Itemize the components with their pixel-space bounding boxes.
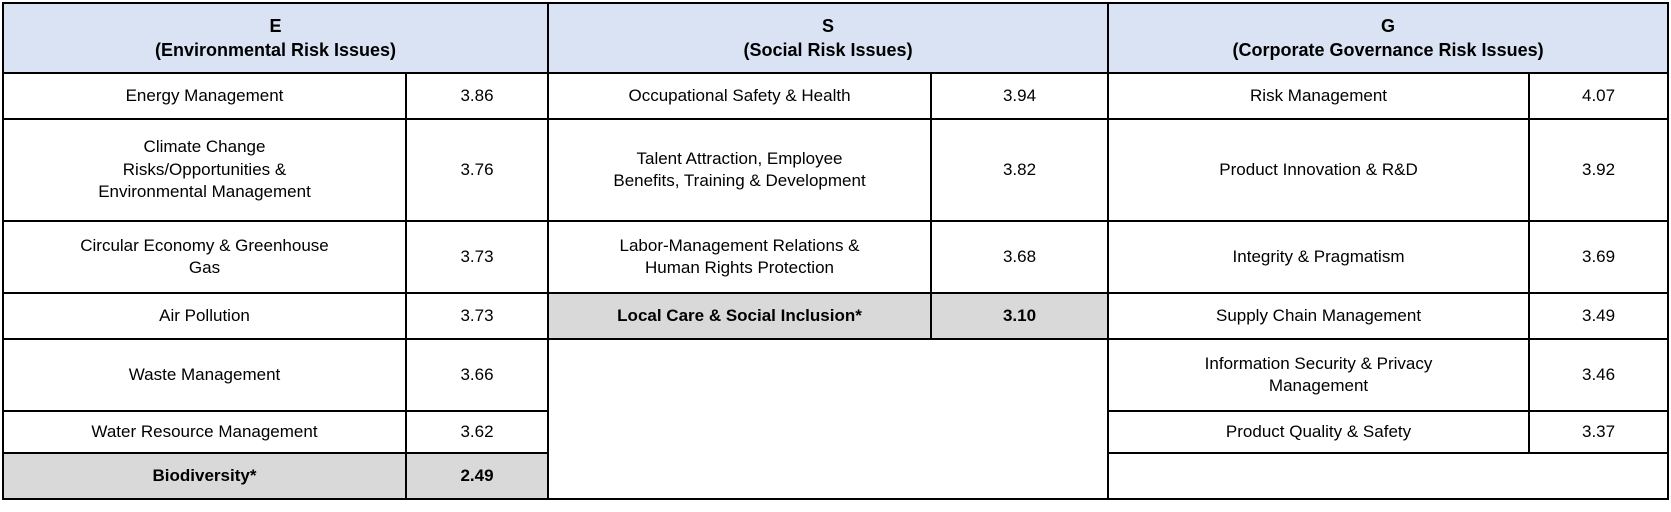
issue-score-highlighted: 3.10 bbox=[930, 292, 1110, 340]
table-row: Water Resource Management 3.62 Product Q… bbox=[2, 410, 1670, 454]
issue-score: 3.66 bbox=[404, 338, 550, 412]
issue-label: Occupational Safety & Health bbox=[547, 72, 933, 120]
issue-label: Information Security & Privacy Managemen… bbox=[1107, 338, 1531, 412]
issue-label: Climate Change Risks/Opportunities & Env… bbox=[2, 118, 407, 222]
issue-score-highlighted: 2.49 bbox=[404, 452, 550, 500]
issue-label-highlighted: Biodiversity* bbox=[2, 452, 407, 500]
issue-score: 3.37 bbox=[1528, 410, 1670, 454]
issue-label: Circular Economy & Greenhouse Gas bbox=[2, 220, 407, 294]
table-row: Energy Management 3.86 Occupational Safe… bbox=[2, 72, 1670, 120]
issue-label: Water Resource Management bbox=[2, 410, 407, 454]
table-row: Air Pollution 3.73 Local Care & Social I… bbox=[2, 292, 1670, 340]
table-row: Climate Change Risks/Opportunities & Env… bbox=[2, 118, 1670, 222]
issue-label: Risk Management bbox=[1107, 72, 1531, 120]
issue-score: 3.76 bbox=[404, 118, 550, 222]
issue-score: 3.49 bbox=[1528, 292, 1670, 340]
issue-score: 3.82 bbox=[930, 118, 1110, 222]
issue-label-highlighted: Local Care & Social Inclusion* bbox=[547, 292, 933, 340]
issue-score: 3.86 bbox=[404, 72, 550, 120]
group-header-environmental: E (Environmental Risk Issues) bbox=[1, 2, 550, 74]
issue-score: 3.94 bbox=[930, 72, 1110, 120]
issue-label: Product Innovation & R&D bbox=[1107, 118, 1531, 222]
issue-label: Talent Attraction, Employee Benefits, Tr… bbox=[547, 118, 933, 222]
issue-score: 3.73 bbox=[404, 292, 550, 340]
issue-score: 3.62 bbox=[404, 410, 550, 454]
issue-score: 3.69 bbox=[1528, 220, 1670, 294]
empty-cell-governance bbox=[1107, 452, 1670, 500]
issue-score: 4.07 bbox=[1528, 72, 1670, 120]
table-row: Circular Economy & Greenhouse Gas 3.73 L… bbox=[2, 220, 1670, 294]
issue-score: 3.73 bbox=[404, 220, 550, 294]
issue-label: Waste Management bbox=[2, 338, 407, 412]
issue-label: Product Quality & Safety bbox=[1107, 410, 1531, 454]
table-row: Waste Management 3.66 Information Securi… bbox=[2, 338, 1670, 500]
issue-label: Energy Management bbox=[2, 72, 407, 120]
issue-score: 3.92 bbox=[1528, 118, 1670, 222]
issue-label: Supply Chain Management bbox=[1107, 292, 1531, 340]
issue-score: 3.46 bbox=[1528, 338, 1670, 412]
table-row: Biodiversity* 2.49 bbox=[2, 452, 1670, 500]
group-header-social: S (Social Risk Issues) bbox=[547, 2, 1110, 74]
issue-label: Labor-Management Relations & Human Right… bbox=[547, 220, 933, 294]
issue-label: Air Pollution bbox=[2, 292, 407, 340]
issue-label: Integrity & Pragmatism bbox=[1107, 220, 1531, 294]
esg-risk-issues-table: E (Environmental Risk Issues) S (Social … bbox=[1, 2, 1670, 500]
group-header-governance: G (Corporate Governance Risk Issues) bbox=[1107, 2, 1670, 74]
empty-cell-social bbox=[547, 338, 1110, 500]
issue-score: 3.68 bbox=[930, 220, 1110, 294]
